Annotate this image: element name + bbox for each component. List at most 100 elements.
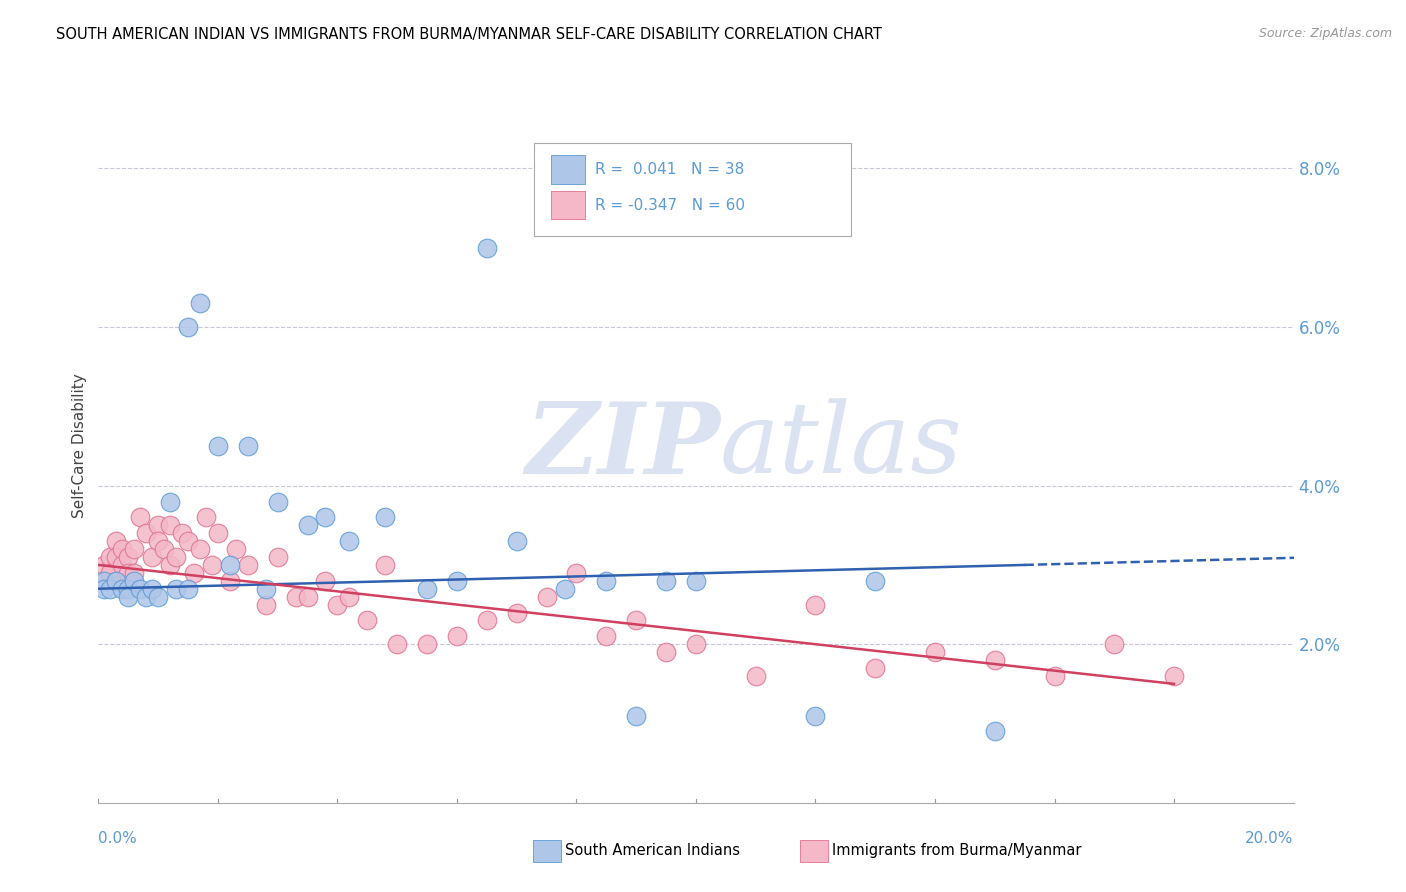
Point (117, 590, 139, 604)
Point (188, 296, 211, 310)
Point (129, 582, 152, 596)
Point (983, 653, 1005, 667)
Point (475, 241, 498, 255)
Point (93, 582, 115, 596)
Point (865, 574, 887, 588)
Point (117, 549, 139, 564)
Point (177, 582, 200, 596)
Point (194, 510, 218, 524)
Point (267, 494, 290, 508)
Point (135, 590, 157, 604)
Text: Immigrants from Burma/Myanmar: Immigrants from Burma/Myanmar (832, 844, 1081, 858)
Point (254, 582, 277, 596)
Point (745, 669, 768, 683)
Point (655, 645, 678, 659)
Point (105, 574, 128, 588)
Text: R =  0.041   N = 38: R = 0.041 N = 38 (595, 162, 744, 177)
Point (416, 637, 439, 651)
Point (172, 526, 194, 541)
Point (315, 510, 337, 524)
Point (326, 598, 349, 612)
Text: R = -0.347   N = 60: R = -0.347 N = 60 (595, 198, 745, 212)
Point (165, 582, 187, 596)
Point (148, 534, 170, 549)
Point (565, 566, 588, 580)
Point (124, 542, 146, 557)
Point (374, 558, 396, 572)
Point (804, 708, 827, 723)
Point (93, 574, 115, 588)
Point (177, 320, 200, 334)
Point (685, 574, 707, 588)
Point (446, 629, 468, 643)
Point (339, 590, 360, 604)
Point (624, 614, 647, 628)
Point (159, 558, 181, 572)
Point (356, 614, 378, 628)
Point (536, 590, 558, 604)
Point (865, 661, 887, 675)
Point (297, 518, 319, 533)
Point (129, 510, 152, 524)
Point (416, 582, 439, 596)
Point (98, 549, 122, 564)
Point (111, 542, 134, 557)
Point (98, 566, 122, 580)
Point (153, 542, 176, 557)
Point (148, 518, 170, 533)
Point (93, 558, 115, 572)
Point (105, 574, 128, 588)
Point (236, 558, 259, 572)
Point (254, 598, 277, 612)
Point (297, 590, 319, 604)
Text: 0.0%: 0.0% (98, 831, 138, 846)
Y-axis label: Self-Care Disability: Self-Care Disability (72, 374, 87, 518)
Point (111, 582, 134, 596)
Point (475, 614, 498, 628)
Point (554, 582, 576, 596)
Point (93, 574, 115, 588)
Point (385, 637, 409, 651)
Point (141, 582, 163, 596)
Point (124, 566, 146, 580)
Point (315, 574, 337, 588)
Point (804, 598, 827, 612)
Point (1104, 637, 1126, 651)
Point (188, 542, 211, 557)
Point (183, 566, 205, 580)
Point (284, 590, 307, 604)
Point (624, 708, 647, 723)
Text: SOUTH AMERICAN INDIAN VS IMMIGRANTS FROM BURMA/MYANMAR SELF-CARE DISABILITY CORR: SOUTH AMERICAN INDIAN VS IMMIGRANTS FROM… (56, 27, 882, 42)
Point (236, 439, 259, 453)
Point (267, 549, 290, 564)
Text: Source: ZipAtlas.com: Source: ZipAtlas.com (1258, 27, 1392, 40)
Point (655, 574, 678, 588)
Point (148, 590, 170, 604)
Point (207, 526, 229, 541)
Point (506, 606, 529, 620)
Point (1163, 669, 1185, 683)
Point (1043, 669, 1066, 683)
Point (117, 566, 139, 580)
Point (159, 518, 181, 533)
Point (339, 534, 360, 549)
Point (201, 558, 224, 572)
Point (207, 439, 229, 453)
Point (177, 534, 200, 549)
Point (595, 629, 617, 643)
Point (111, 558, 134, 572)
Point (105, 534, 128, 549)
Text: atlas: atlas (720, 399, 963, 493)
Point (446, 574, 468, 588)
Point (159, 494, 181, 508)
Text: South American Indians: South American Indians (565, 844, 740, 858)
Point (135, 526, 157, 541)
Text: 20.0%: 20.0% (1246, 831, 1294, 846)
Point (685, 637, 707, 651)
Point (506, 534, 529, 549)
Point (595, 574, 617, 588)
Point (98, 582, 122, 596)
Point (219, 574, 242, 588)
Point (141, 549, 163, 564)
Point (374, 510, 396, 524)
